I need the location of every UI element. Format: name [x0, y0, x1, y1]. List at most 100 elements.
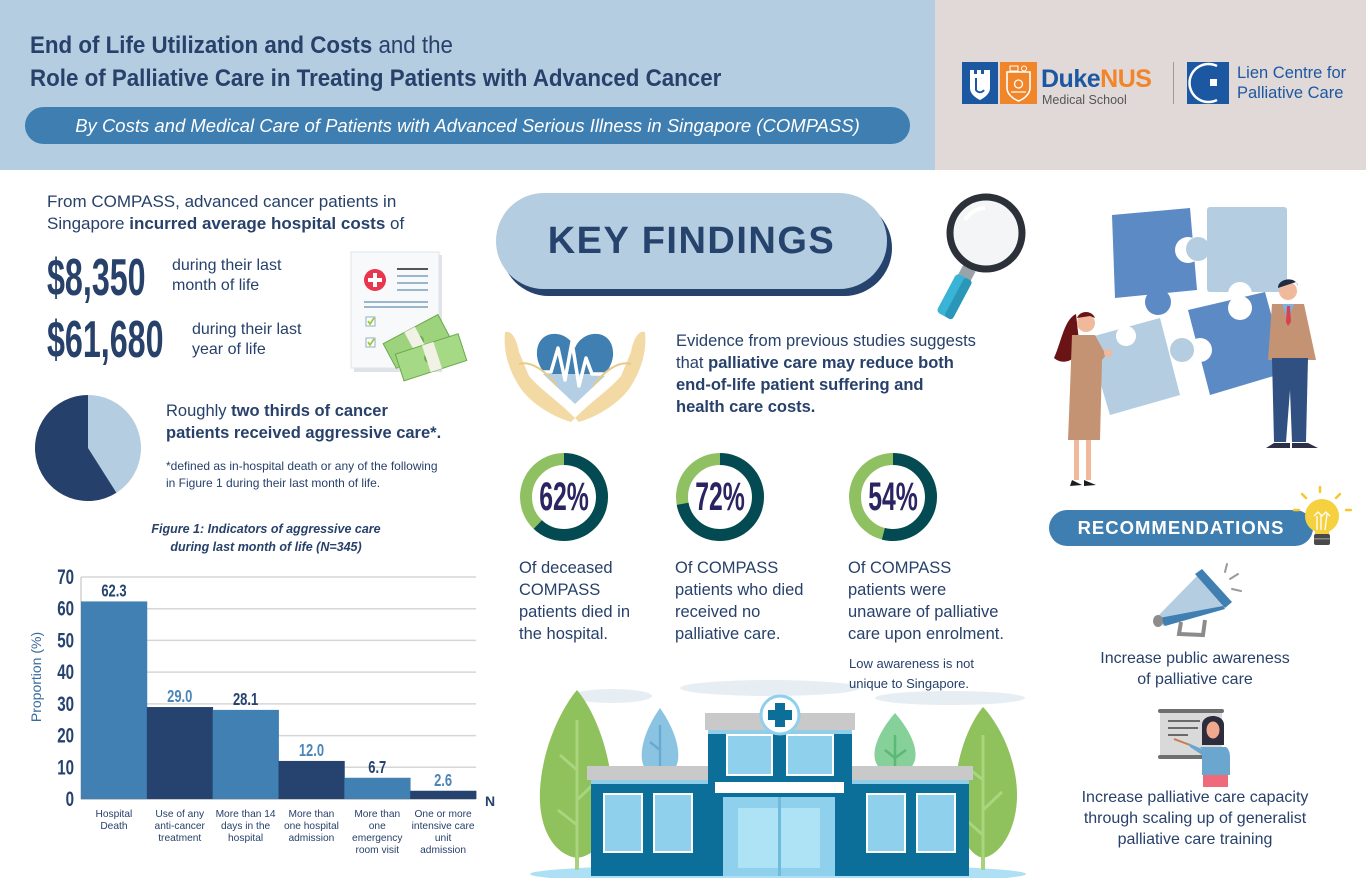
y-tick-label: 60: [57, 596, 74, 620]
teacher-icon: [1158, 709, 1230, 787]
stat-value: 62%: [539, 475, 589, 519]
stat-donut-unaware: 54%: [845, 449, 941, 545]
key-findings-heading: KEY FINDINGS: [496, 193, 887, 289]
recommendation-awareness: Increase public awareness of palliative …: [1100, 650, 1290, 688]
y-tick-label: 30: [57, 691, 74, 715]
x-tick-label: one: [369, 821, 386, 832]
header-banner: End of Life Utilization and Costs and th…: [0, 0, 935, 170]
cost-desc-year: during their last year of life: [192, 321, 302, 358]
woman-figure: [1054, 312, 1112, 486]
x-tick-label: admission: [420, 845, 466, 856]
subtitle-text: By Costs and Medical Care of Patients wi…: [75, 115, 860, 136]
stat-caption: Of COMPASS patients were unaware of pall…: [848, 559, 1004, 643]
x-axis-end-label: N: [485, 793, 495, 809]
duke-nus-tagline: Medical School: [1042, 93, 1127, 107]
duke-nus-logo-icon: [962, 62, 1037, 104]
bars: [81, 601, 477, 799]
bar: [344, 777, 411, 799]
y-axis-ticks: 0 10 20 30 40 50 60 70: [57, 564, 74, 810]
x-tick-label: admission: [288, 833, 334, 844]
bar: [278, 760, 345, 799]
pie-slice-aggressive: [35, 395, 117, 501]
donut-chart: [520, 453, 608, 541]
y-tick-label: 20: [57, 723, 74, 747]
x-tick-label: hospital: [228, 833, 263, 844]
x-tick-label: anti-cancer: [155, 821, 206, 832]
x-tick-label: treatment: [158, 833, 201, 844]
bar: [81, 601, 148, 799]
y-tick-label: 0: [66, 786, 74, 810]
bar-value-label: 29.0: [167, 687, 192, 707]
puzzle-teamwork-illustration: [1054, 207, 1318, 486]
x-tick-label: One or more: [414, 809, 472, 820]
stat-caption: Of deceased COMPASS patients died in the…: [519, 559, 630, 643]
x-tick-label: More than: [354, 809, 400, 820]
y-tick-label: 70: [57, 564, 74, 588]
x-tick-label: Use of any: [155, 809, 205, 820]
lien-centre-logo-icon: [1187, 62, 1229, 104]
donut-chart: [849, 453, 937, 541]
x-tick-label: Hospital: [96, 809, 133, 820]
tree-icon: [874, 713, 916, 774]
stat-value: 72%: [695, 475, 745, 519]
title-line2: Role of Palliative Care in Treating Pati…: [30, 65, 722, 92]
medical-bill-icon: [350, 251, 468, 382]
caring-hands-heart-icon: [504, 331, 646, 422]
aggressive-care-pie-chart: [35, 395, 141, 501]
awareness-note: Low awareness is not unique to Singapore…: [849, 656, 975, 691]
lightbulb-icon: [1292, 485, 1352, 545]
x-tick-label: Death: [100, 821, 127, 832]
stat-donut-no-palliative-care: 72%: [672, 449, 768, 545]
tree-icon: [641, 708, 679, 776]
stat-caption: Of COMPASS patients who died received no…: [675, 559, 804, 643]
title-line1-rest: and the: [372, 32, 453, 59]
magnifying-glass-icon: [937, 193, 1026, 320]
x-tick-label: days in the: [221, 821, 271, 832]
bar-value-label: 12.0: [299, 741, 324, 761]
subtitle-banner: By Costs and Medical Care of Patients wi…: [25, 107, 910, 144]
costs-intro: From COMPASS, advanced cancer patients i…: [47, 192, 405, 233]
bar-value-labels: 62.3 29.0 28.1 12.0 6.7 2.6: [101, 582, 452, 791]
bar-value-label: 6.7: [368, 758, 386, 778]
aggressive-care-bar-chart: 0 10 20 30 40 50 60 70 62.3 29.0 28.1 12.0 6.7 2.6 H…: [28, 564, 495, 856]
x-tick-label: room visit: [355, 845, 399, 856]
x-tick-label: More than: [288, 809, 334, 820]
windows: [603, 734, 956, 853]
aggressive-care-footnote: *defined as in-hospital death or any of …: [166, 459, 438, 490]
bar: [410, 790, 477, 799]
bar: [212, 709, 279, 799]
logo-divider: [1173, 62, 1174, 104]
duke-nus-wordmark: DukeNUS: [1041, 65, 1152, 93]
x-tick-label: one hospital: [284, 821, 339, 832]
recommendation-capacity: Increase palliative care capacity throug…: [1081, 789, 1309, 848]
tree-icon: [955, 707, 1017, 870]
stat-donut-died-in-hospital: 62%: [516, 449, 612, 545]
cost-amount-month: $8,350: [47, 249, 146, 307]
evidence-statement: Evidence from previous studies suggests …: [676, 332, 976, 416]
y-tick-label: 10: [57, 755, 74, 779]
y-axis-title: Proportion (%): [28, 632, 44, 722]
lien-centre-wordmark: Lien Centre for Palliative Care: [1237, 64, 1347, 102]
hospital-illustration: [530, 680, 1026, 878]
hospital-canopy: [715, 782, 844, 793]
page-title: End of Life Utilization and Costs and th…: [30, 29, 721, 95]
donut-chart: [676, 453, 764, 541]
bar-value-label: 62.3: [101, 582, 126, 602]
x-tick-label: intensive care: [412, 821, 475, 832]
recommendations-heading: RECOMMENDATIONS: [1049, 510, 1313, 546]
chart-title: Figure 1: Indicators of aggressive care …: [151, 522, 381, 554]
cost-desc-month: during their last month of life: [172, 257, 282, 294]
y-tick-label: 50: [57, 628, 74, 652]
cost-amount-year: $61,680: [47, 311, 164, 369]
title-line1-bold: End of Life Utilization and Costs: [30, 32, 373, 59]
megaphone-icon: [1153, 563, 1242, 638]
x-tick-label: unit: [435, 833, 452, 844]
x-tick-label: More than 14: [216, 809, 276, 820]
bar-value-label: 2.6: [434, 771, 452, 791]
bar-value-label: 28.1: [233, 690, 258, 710]
stat-value: 54%: [868, 475, 918, 519]
aggressive-care-statement: Roughly two thirds of cancer patients re…: [166, 402, 442, 442]
y-tick-label: 40: [57, 660, 74, 684]
bar: [146, 707, 214, 799]
